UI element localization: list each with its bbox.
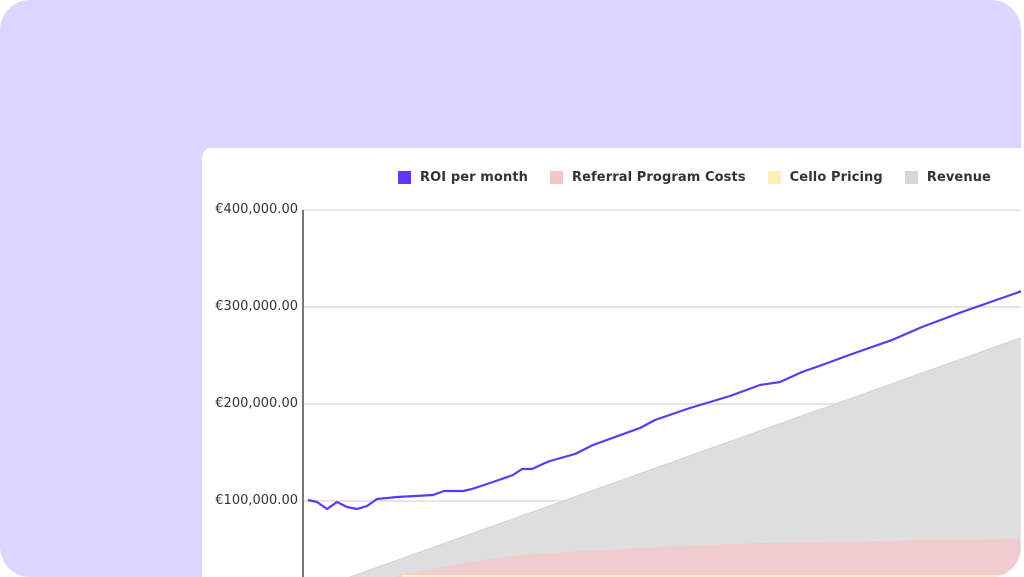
legend-label: Referral Program Costs <box>572 170 746 185</box>
legend-label: Revenue <box>926 170 991 185</box>
legend-item-revenue[interactable]: Revenue <box>904 170 991 185</box>
cello-swatch-icon <box>767 171 781 184</box>
legend-label: ROI per month <box>420 170 528 185</box>
plot-area <box>302 209 1021 577</box>
legend-item-referral-costs[interactable]: Referral Program Costs <box>550 170 746 185</box>
revenue-swatch-icon <box>904 171 918 184</box>
y-tick-300k: €300,000.00 <box>215 299 298 314</box>
y-tick-100k: €100,000.00 <box>215 493 298 508</box>
roi-swatch-icon <box>398 171 411 184</box>
referral-swatch-icon <box>550 171 563 184</box>
chart-card: ROI per month Referral Program Costs Cel… <box>202 148 1021 577</box>
y-tick-400k: €400,000.00 <box>215 202 298 217</box>
chart-legend: ROI per month Referral Program Costs Cel… <box>398 170 1013 185</box>
legend-label: Cello Pricing <box>789 170 883 185</box>
y-tick-200k: €200,000.00 <box>215 396 298 411</box>
legend-item-cello-pricing[interactable]: Cello Pricing <box>767 170 883 185</box>
referral-costs-area <box>395 539 1020 577</box>
roi-line <box>307 290 1021 511</box>
legend-item-roi[interactable]: ROI per month <box>398 170 528 185</box>
cello-pricing-area <box>402 575 1020 577</box>
revenue-area <box>349 337 1021 577</box>
